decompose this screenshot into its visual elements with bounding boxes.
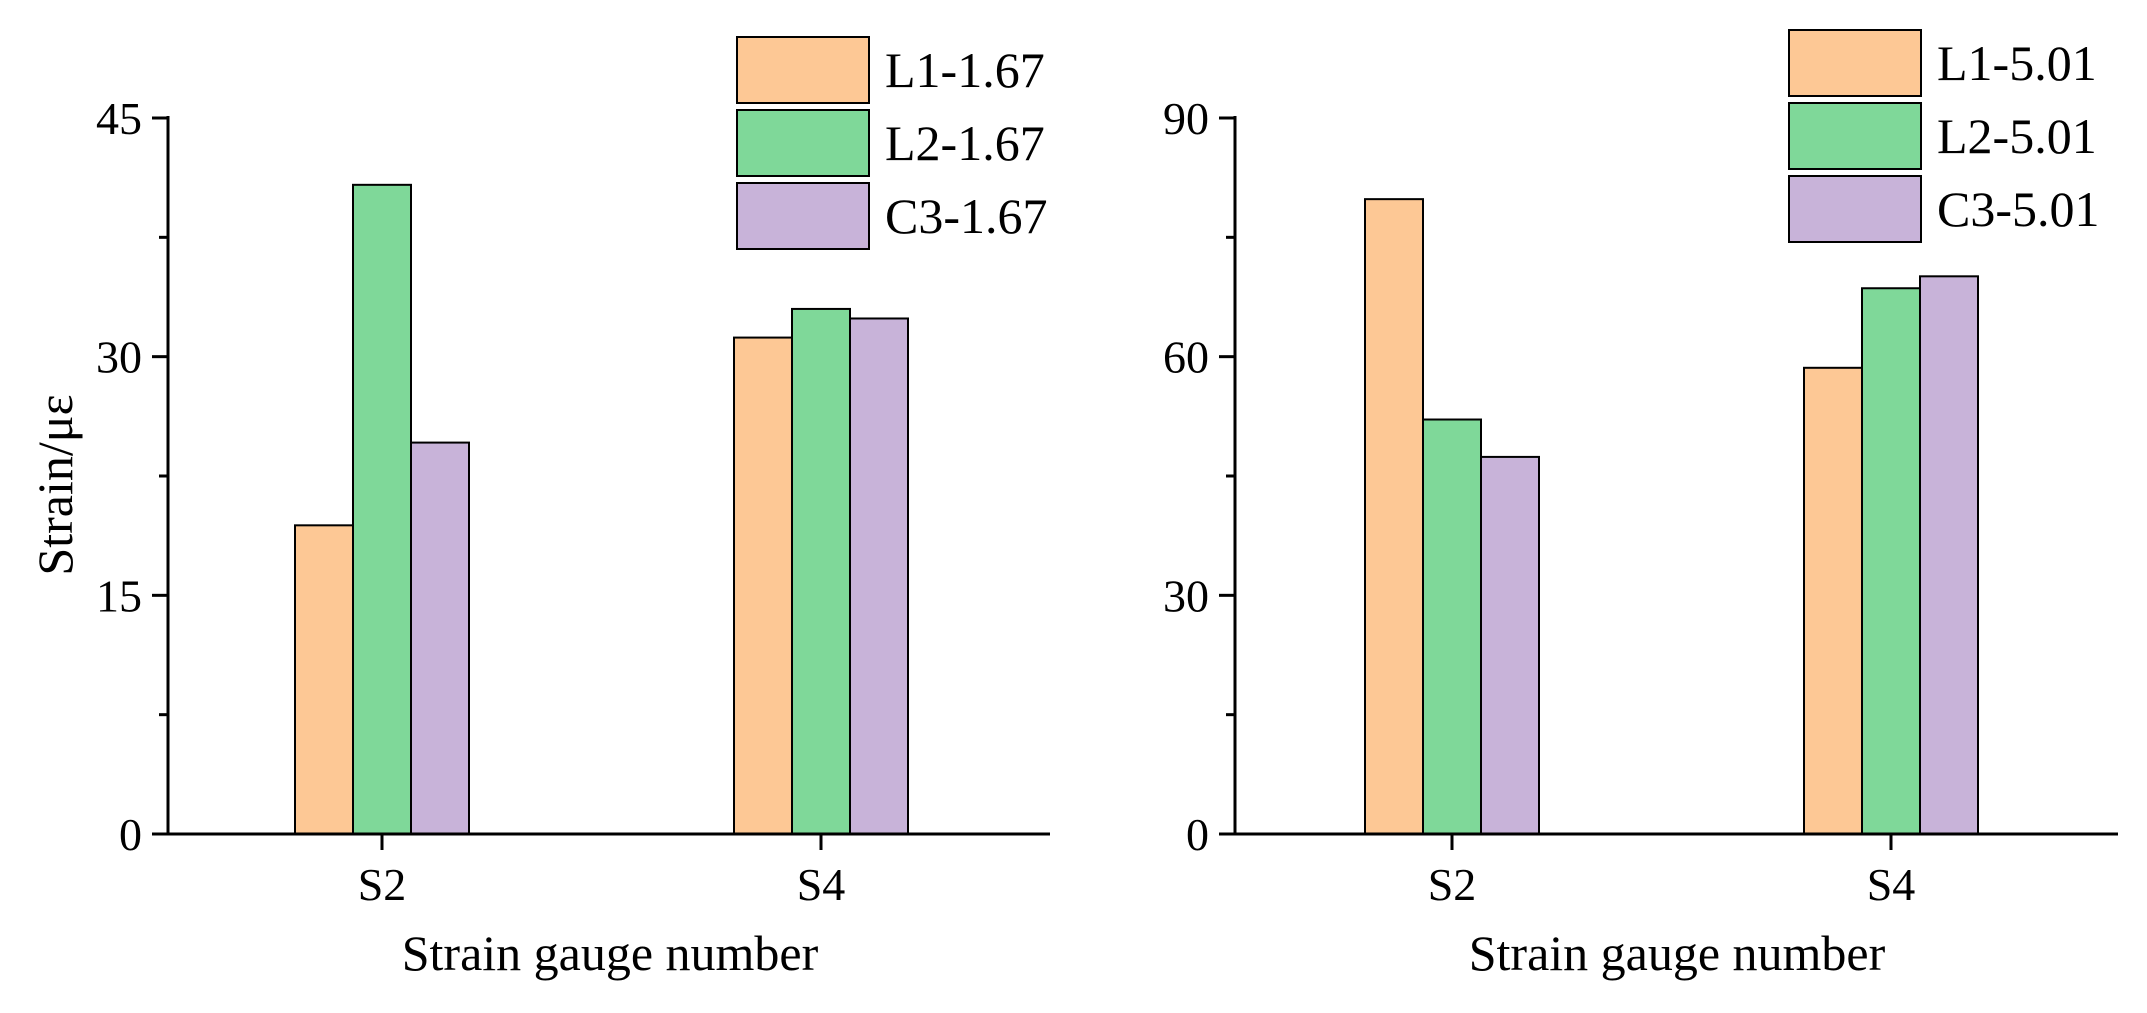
- bar-right-s4-l1-5.01: [1803, 366, 1863, 835]
- legend-label-c3-1.67: C3-1.67: [885, 188, 1048, 244]
- bar-right-s4-l2-5.01: [1861, 287, 1921, 835]
- legend-label-l1-5.01: L1-5.01: [1937, 35, 2097, 91]
- left-chart-panel: Strain/με Strain gauge number 0 15 30 45 S2 S…: [27, 36, 1050, 981]
- y-tick-label-right: 0: [1186, 809, 1209, 860]
- y-tick-label-right: 60: [1163, 332, 1209, 383]
- bar-left-s2-l1-1.67: [294, 524, 354, 836]
- bar-left-s4-c3-1.67: [849, 317, 909, 836]
- bar-left-s4-l2-1.67: [791, 307, 851, 835]
- legend-label-c3-5.01: C3-5.01: [1937, 181, 2100, 237]
- y-axis-title-left: Strain/με: [27, 394, 83, 575]
- y-tick-label-right: 90: [1163, 93, 1209, 144]
- x-axis-title-right: Strain gauge number: [1469, 925, 1886, 981]
- bar-right-s4-c3-5.01: [1919, 275, 1979, 835]
- legend-swatch-c3-5.01: [1788, 175, 1922, 243]
- x-tick-label-left-s2: S2: [358, 859, 407, 910]
- bar-right-s2-l1-5.01: [1364, 198, 1424, 835]
- legend-label-l2-5.01: L2-5.01: [1937, 108, 2097, 164]
- y-tick-label-left: 45: [96, 93, 142, 144]
- right-chart-panel: Strain gauge number 0 30 60 90 S2 S4 L1-5.01 L2…: [1163, 29, 2118, 981]
- x-tick-label-right-s4: S4: [1867, 859, 1916, 910]
- bar-left-s2-c3-1.67: [410, 441, 470, 835]
- legend-label-l1-1.67: L1-1.67: [885, 42, 1045, 98]
- y-tick-label-left: 15: [96, 570, 142, 621]
- y-tick-label-left: 0: [119, 809, 142, 860]
- x-tick-label-left-s4: S4: [797, 859, 846, 910]
- legend-swatch-l1-5.01: [1788, 29, 1922, 97]
- legend-swatch-l1-1.67: [736, 36, 870, 104]
- legend-label-l2-1.67: L2-1.67: [885, 115, 1045, 171]
- x-axis-title-left: Strain gauge number: [402, 925, 819, 981]
- bar-right-s2-l2-5.01: [1422, 418, 1482, 835]
- y-tick-label-right: 30: [1163, 570, 1209, 621]
- legend-swatch-c3-1.67: [736, 182, 870, 250]
- bar-left-s2-l2-1.67: [352, 183, 412, 835]
- legend-swatch-l2-5.01: [1788, 102, 1922, 170]
- x-tick-label-right-s2: S2: [1428, 859, 1477, 910]
- bar-left-s4-l1-1.67: [733, 336, 793, 835]
- y-tick-label-left: 30: [96, 332, 142, 383]
- legend-swatch-l2-1.67: [736, 109, 870, 177]
- bar-right-s2-c3-5.01: [1480, 455, 1540, 835]
